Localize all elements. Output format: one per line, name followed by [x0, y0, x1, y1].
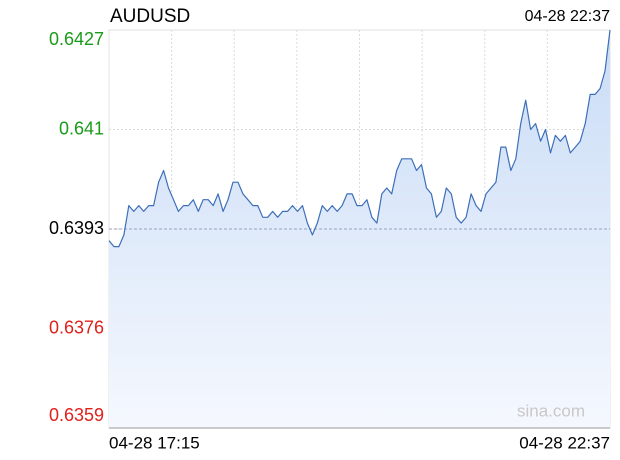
- y-tick-label: 0.641: [59, 118, 104, 138]
- price-line: [108, 29, 611, 248]
- chart-title: AUDUSD: [110, 6, 190, 27]
- y-tick-label: 0.6376: [49, 317, 104, 337]
- y-tick-label: 0.6359: [49, 405, 104, 425]
- watermark: sina.com: [517, 401, 585, 420]
- x-tick-label: 04-28 17:15: [109, 433, 200, 452]
- update-time: 04-28 22:37: [525, 8, 611, 25]
- y-tick-label: 0.6427: [49, 29, 104, 49]
- x-tick-label: 04-28 22:37: [519, 433, 610, 452]
- y-tick-label: 0.6393: [49, 218, 104, 238]
